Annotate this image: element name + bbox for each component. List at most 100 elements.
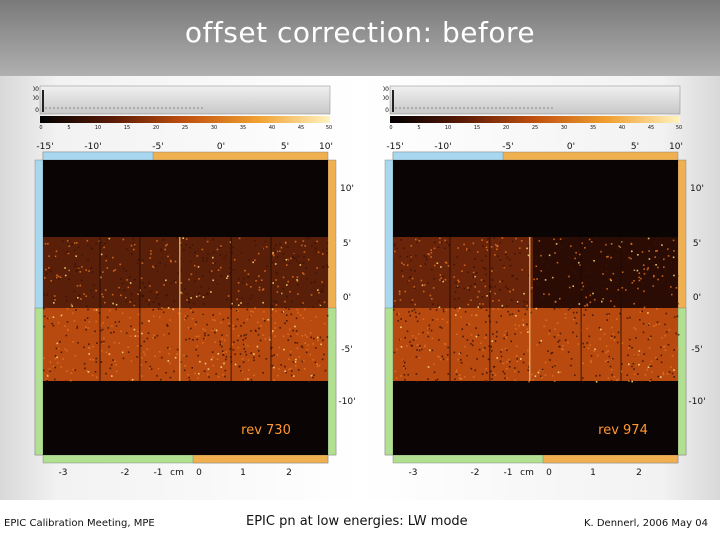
speckle-pixel <box>289 350 292 353</box>
speckle-pixel <box>301 346 304 349</box>
speckle-pixel <box>393 308 395 311</box>
speckle-pixel <box>415 373 418 375</box>
speckle-pixel <box>59 341 61 343</box>
speckle-pixel <box>411 299 414 301</box>
speckle-pixel <box>190 297 192 299</box>
speckle-pixel <box>132 242 135 244</box>
speckle-pixel <box>198 295 201 297</box>
speckle-pixel <box>500 315 502 317</box>
speckle-pixel <box>437 304 439 307</box>
speckle-pixel <box>638 350 641 352</box>
speckle-pixel <box>296 280 299 282</box>
speckle-pixel <box>247 273 250 276</box>
speckle-pixel <box>548 254 551 257</box>
colorbar-tick: 50 <box>676 125 682 131</box>
speckle-pixel <box>177 272 179 274</box>
speckle-pixel <box>281 311 284 313</box>
speckle-pixel <box>648 347 651 349</box>
speckle-pixel <box>506 349 508 351</box>
speckle-pixel <box>588 335 591 338</box>
speckle-pixel <box>415 337 417 340</box>
speckle-pixel <box>66 307 69 310</box>
speckle-pixel <box>261 248 264 250</box>
speckle-pixel <box>286 295 288 298</box>
speckle-pixel <box>157 293 159 296</box>
speckle-pixel <box>157 308 160 310</box>
speckle-pixel <box>418 333 420 335</box>
speckle-pixel <box>238 365 241 368</box>
speckle-pixel <box>247 378 249 380</box>
speckle-pixel <box>197 335 200 338</box>
speckle-pixel <box>216 248 219 251</box>
speckle-pixel <box>559 297 561 300</box>
speckle-pixel <box>213 251 215 253</box>
speckle-pixel <box>129 301 131 303</box>
speckle-pixel <box>458 307 461 309</box>
speckle-pixel <box>83 346 85 349</box>
speckle-pixel <box>54 355 57 357</box>
speckle-pixel <box>478 348 481 351</box>
speckle-pixel <box>183 369 186 372</box>
speckle-pixel <box>126 248 128 251</box>
speckle-pixel <box>540 270 542 272</box>
speckle-pixel <box>564 313 567 315</box>
speckle-pixel <box>183 288 186 290</box>
speckle-pixel <box>264 270 266 272</box>
speckle-pixel <box>305 351 308 354</box>
speckle-pixel <box>557 341 559 343</box>
speckle-pixel <box>155 265 157 268</box>
speckle-pixel <box>244 350 247 353</box>
speckle-pixel <box>162 239 164 241</box>
speckle-pixel <box>320 343 322 346</box>
colorbar <box>40 116 330 123</box>
speckle-pixel <box>510 340 512 343</box>
speckle-pixel <box>308 380 310 383</box>
speckle-pixel <box>558 339 561 342</box>
speckle-pixel <box>235 325 237 328</box>
speckle-pixel <box>85 328 87 331</box>
speckle-pixel <box>187 326 190 329</box>
speckle-pixel <box>427 282 429 284</box>
speckle-pixel <box>296 308 299 311</box>
speckle-pixel <box>632 287 635 290</box>
speckle-pixel <box>532 243 535 245</box>
speckle-pixel <box>472 376 475 378</box>
speckle-pixel <box>502 307 504 309</box>
speckle-pixel <box>488 315 490 317</box>
speckle-pixel <box>285 371 287 374</box>
speckle-pixel <box>608 259 611 261</box>
speckle-pixel <box>668 329 671 331</box>
speckle-pixel <box>564 281 566 284</box>
speckle-pixel <box>251 294 254 297</box>
speckle-pixel <box>515 237 517 240</box>
speckle-pixel <box>540 254 542 257</box>
detector-speckle <box>43 237 329 383</box>
speckle-pixel <box>613 376 616 378</box>
speckle-pixel <box>601 264 603 266</box>
colorbar-tick: 15 <box>474 125 480 131</box>
speckle-pixel <box>285 259 287 261</box>
speckle-pixel <box>671 372 674 375</box>
speckle-pixel <box>544 361 547 364</box>
speckle-pixel <box>57 275 60 278</box>
speckle-pixel <box>225 351 228 353</box>
speckle-pixel <box>184 318 186 321</box>
speckle-pixel <box>589 291 592 294</box>
speckle-pixel <box>638 279 641 282</box>
speckle-pixel <box>242 343 245 346</box>
speckle-pixel <box>441 279 443 281</box>
speckle-pixel <box>647 338 650 341</box>
speckle-pixel <box>537 283 539 285</box>
speckle-pixel <box>295 365 297 367</box>
speckle-pixel <box>658 323 661 325</box>
speckle-pixel <box>410 269 412 271</box>
speckle-pixel <box>519 252 521 254</box>
speckle-pixel <box>265 246 268 248</box>
speckle-pixel <box>207 253 209 255</box>
speckle-pixel <box>665 312 668 315</box>
speckle-pixel <box>289 290 291 293</box>
speckle-pixel <box>470 299 472 301</box>
speckle-pixel <box>188 278 190 281</box>
speckle-pixel <box>423 255 426 257</box>
speckle-pixel <box>308 237 310 240</box>
